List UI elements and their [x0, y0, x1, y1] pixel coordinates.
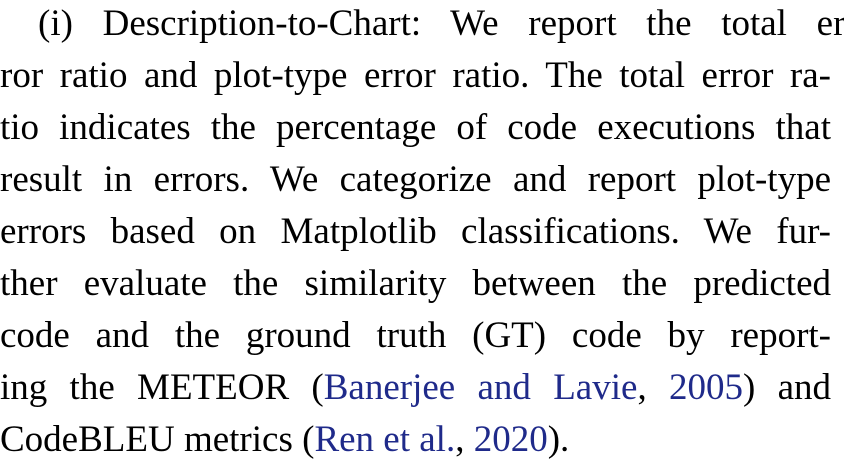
paragraph-line-4: result in errors. We categorize and repo…	[0, 159, 831, 200]
citation-ren-authors[interactable]: Ren et al.	[314, 419, 456, 460]
citation-banerjee-lavie-year[interactable]: 2005	[668, 367, 743, 408]
line9-text-before: CodeBLEU metrics (	[0, 419, 315, 460]
paragraph-line-5: errors based on Matplotlib classificatio…	[0, 211, 831, 252]
paragraph-line-7: code and the ground truth (GT) code by r…	[0, 315, 831, 356]
citation-ren-year[interactable]: 2020	[473, 419, 548, 460]
line8-text-before: ing the METEOR (	[0, 367, 324, 408]
citation-separator: ,	[637, 367, 669, 408]
paragraph-line-1: (i) Description-to-Chart: We report the …	[38, 3, 844, 44]
citation-banerjee-lavie-authors[interactable]: Banerjee and Lavie	[323, 367, 638, 408]
paragraph-line-9: CodeBLEU metrics (Ren et al., 2020).	[0, 418, 569, 462]
paragraph-line-3: tio indicates the percentage of code exe…	[0, 107, 831, 148]
citation-separator: ,	[455, 419, 474, 460]
line8-text-after: ) and	[742, 367, 831, 408]
paragraph-line-6: ther evaluate the similarity between the…	[0, 263, 831, 304]
line9-text-after: ).	[547, 419, 570, 460]
paragraph-line-8: ing the METEOR (Banerjee and Lavie, 2005…	[0, 366, 831, 410]
paragraph-line-2: ror ratio and plot-type error ratio. The…	[0, 55, 831, 96]
